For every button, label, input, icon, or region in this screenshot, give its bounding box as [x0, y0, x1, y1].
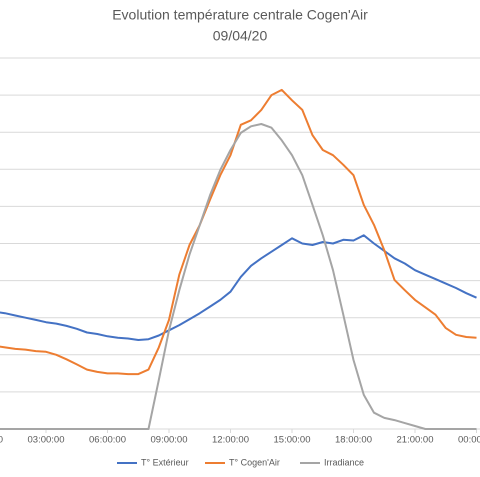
chart-subtitle: 09/04/20: [213, 28, 268, 44]
x-tick-label: 00:00:00: [458, 435, 480, 446]
x-tick-label: 03:00:00: [28, 435, 65, 446]
x-tick-label: 12:00:00: [212, 435, 249, 446]
x-tick-label: 21:00:00: [397, 435, 434, 446]
legend-label: Irradiance: [324, 457, 364, 467]
chart-title: Evolution température centrale Cogen'Air: [112, 7, 368, 23]
series-line: [0, 234, 477, 341]
series-line: [0, 88, 477, 376]
x-tick-label: 15:00:00: [274, 435, 311, 446]
series-line: [0, 123, 477, 430]
x-tick-label: 09:00:00: [151, 435, 188, 446]
legend-label: T° Cogen'Air: [229, 457, 280, 467]
x-tick-label: 00:00:00: [0, 435, 3, 446]
x-tick-label: 18:00:00: [335, 435, 372, 446]
x-tick-label: 06:00:00: [89, 435, 126, 446]
legend-label: T° Extérieur: [141, 457, 189, 467]
